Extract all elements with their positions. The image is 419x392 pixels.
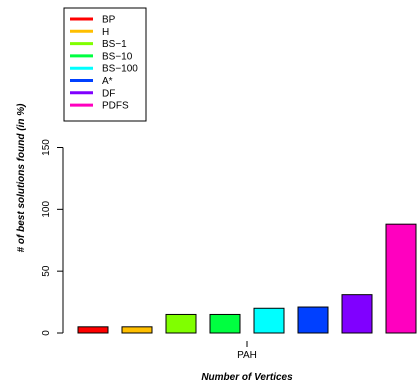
y-tick-label: 50	[41, 265, 52, 277]
bars-group	[77, 223, 417, 334]
bar-a	[297, 306, 329, 334]
legend-label: DF	[102, 88, 115, 99]
legend-box	[63, 7, 147, 122]
bar-bs100	[253, 307, 285, 334]
bar-df	[341, 294, 373, 334]
legend-label: BS−1	[102, 39, 127, 50]
bar-bs1	[165, 313, 197, 334]
legend-label: PDFS	[102, 101, 129, 112]
y-tick-label: 100	[41, 201, 52, 218]
bar-bs10	[209, 313, 241, 334]
y-tick-label: 150	[41, 139, 52, 156]
legend-label: A*	[102, 76, 113, 87]
y-tick-label: 0	[41, 330, 52, 336]
x-axis-title: Number of Vertices	[201, 372, 293, 383]
x-tick-label: PAH	[237, 350, 257, 361]
bar-pdfs	[385, 223, 417, 334]
bar-bp	[77, 326, 109, 334]
x-axis: PAH	[237, 341, 257, 361]
bar-h	[121, 326, 153, 334]
y-axis: 0 50 100 150	[41, 139, 64, 336]
legend-label: BS−100	[102, 64, 138, 75]
legend-label: H	[102, 27, 109, 38]
y-axis-title: # of best solutions found (in %)	[16, 103, 27, 253]
legend-label: BS−10	[102, 51, 133, 62]
legend-label: BP	[102, 15, 116, 26]
